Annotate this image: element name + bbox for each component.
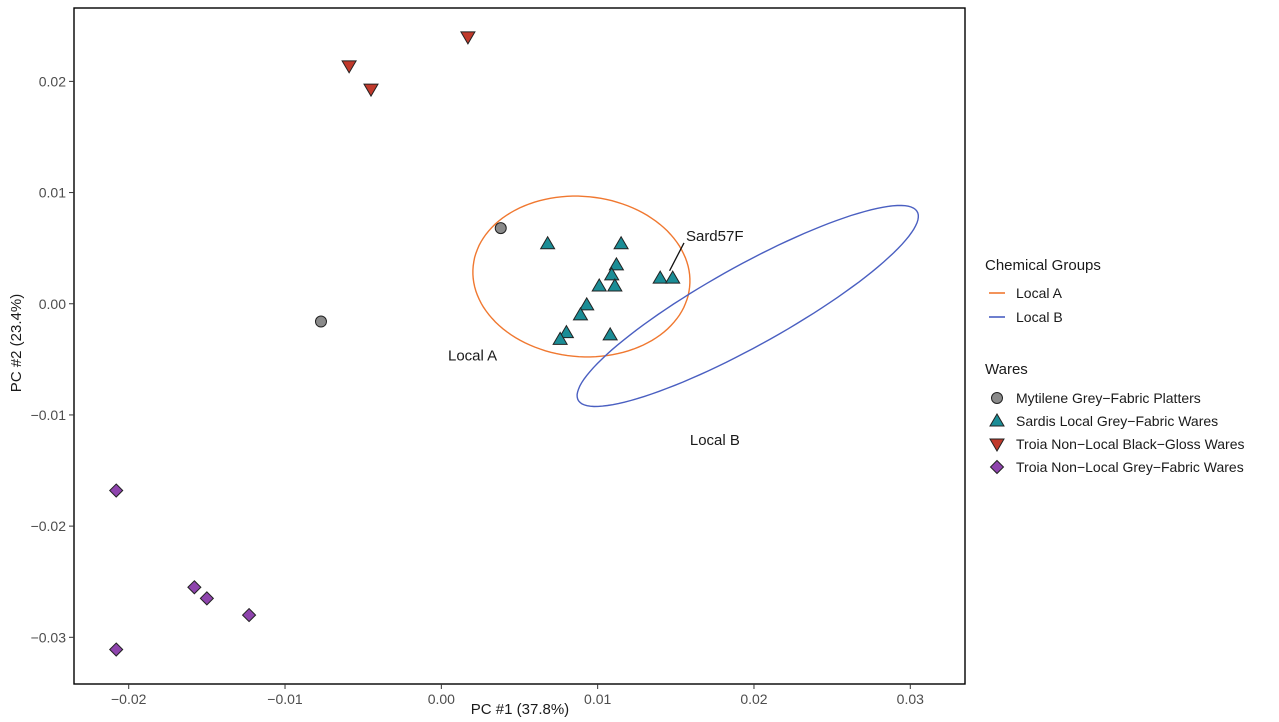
data-point-series-3-0 <box>108 483 124 498</box>
data-point-series-1-1 <box>613 235 629 250</box>
data-point-series-3-4 <box>108 642 124 657</box>
axes: −0.02 −0.01 0.00 0.01 0.02 0.03 −0.03 −0.02 −0.0… <box>31 7 966 707</box>
legend-label-ware: Sardis Local Grey−Fabric Wares <box>1016 413 1218 429</box>
data-point-series-0-1 <box>314 315 327 328</box>
legend-label-chemical-group: Local A <box>1016 285 1063 301</box>
legend: Chemical Groups Local A Local B Wares Mytile… <box>985 257 1245 475</box>
x-axis-title: PC #1 (37.8%) <box>471 701 569 718</box>
data-point-series-1-11 <box>552 331 569 345</box>
legend-key-triangle-up-icon <box>989 413 1005 427</box>
data-point-series-3-2 <box>199 591 215 606</box>
legend-label-ware: Mytilene Grey−Fabric Platters <box>1016 390 1201 406</box>
plot-border <box>73 7 966 685</box>
data-point-series-0-0 <box>494 222 507 235</box>
ellipse-label-local-a: Local A <box>448 347 497 364</box>
legend-label-ware: Troia Non−Local Grey−Fabric Wares <box>1016 459 1244 475</box>
plot-area: Local A Local B Sard57F <box>108 31 919 657</box>
annotation-label: Sard57F <box>686 228 744 245</box>
y-tick-label: −0.03 <box>31 629 67 645</box>
y-tick-label: 0.00 <box>39 296 66 312</box>
y-tick-label: −0.01 <box>31 407 67 423</box>
data-point-series-1-2 <box>608 256 625 271</box>
data-point-series-1-9 <box>572 306 589 321</box>
x-tick-label: −0.01 <box>267 691 303 707</box>
y-tick-label: 0.01 <box>39 185 66 201</box>
y-tick-label: 0.02 <box>39 73 66 89</box>
data-point-series-1-8 <box>578 296 595 311</box>
x-tick-label: −0.02 <box>111 691 147 707</box>
annotation-pointer <box>668 242 685 272</box>
data-point-series-1-4 <box>606 277 623 292</box>
legend-label-ware: Troia Non−Local Black−Gloss Wares <box>1016 436 1245 452</box>
ellipse-local-a <box>472 195 691 358</box>
ellipse-local-b <box>576 204 919 408</box>
data-point-series-1-6 <box>652 270 669 284</box>
ellipse-label-local-b: Local B <box>690 432 740 449</box>
y-tick-label: −0.02 <box>31 518 67 534</box>
legend-label-chemical-group: Local B <box>1016 309 1063 325</box>
data-point-series-3-1 <box>187 580 202 595</box>
legend-title-chemical-groups: Chemical Groups <box>985 257 1101 274</box>
data-point-series-1-12 <box>602 326 619 341</box>
data-point-series-3-3 <box>241 607 257 623</box>
legend-key-circle-icon <box>991 392 1003 404</box>
legend-key-diamond-icon <box>989 459 1005 475</box>
data-point-series-1-0 <box>539 235 556 250</box>
y-axis-title: PC #2 (23.4%) <box>8 294 25 392</box>
data-point-series-1-5 <box>591 277 608 292</box>
data-point-series-2-1 <box>341 60 357 74</box>
x-tick-label: 0.01 <box>584 691 611 707</box>
data-point-series-2-2 <box>363 83 379 98</box>
x-tick-label: 0.03 <box>897 691 924 707</box>
legend-key-triangle-down-icon <box>989 438 1005 452</box>
x-tick-label: 0.00 <box>428 691 455 707</box>
data-point-series-2-0 <box>460 31 476 45</box>
data-point-series-1-10 <box>558 324 575 339</box>
x-tick-label: 0.02 <box>740 691 767 707</box>
data-point-series-1-3 <box>603 266 620 281</box>
legend-title-wares: Wares <box>985 361 1028 378</box>
data-point-series-1-7 <box>664 270 681 284</box>
